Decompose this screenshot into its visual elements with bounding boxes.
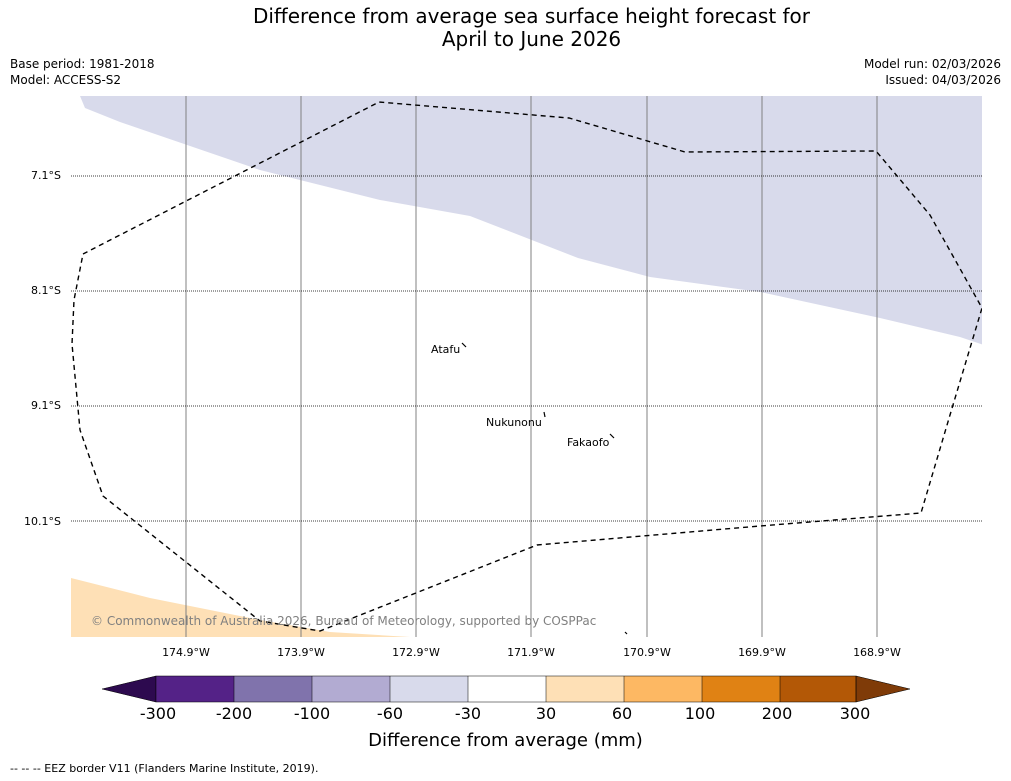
copyright-notice: © Commonwealth of Australia 2026, Bureau…: [91, 614, 597, 628]
colorbar-dividers: [233, 676, 781, 702]
fakaofo-atoll: [609, 433, 615, 439]
colorbar-low-extension: [101, 675, 157, 703]
place-fakaofo: Fakaofo: [567, 436, 610, 449]
eez-footnote: -- -- -- EEZ border V11 (Flanders Marine…: [10, 762, 319, 775]
lon-label: 170.9°W: [623, 646, 671, 659]
colorbar-tick: -30: [454, 704, 482, 723]
title-line-1: Difference from average sea surface heig…: [252, 4, 811, 28]
lon-label: 168.9°W: [853, 646, 901, 659]
colorbar-segment: [390, 676, 468, 702]
lat-label: 7.1°S: [31, 169, 61, 182]
colorbar-outline: [155, 675, 857, 703]
colorbar-tick: -100: [293, 704, 331, 723]
lon-label: 173.9°W: [277, 646, 325, 659]
colorbar-tick: -300: [139, 704, 177, 723]
colorbar-segment: [702, 676, 780, 702]
atoll-shapes: [461, 342, 628, 635]
lon-label: 169.9°W: [738, 646, 786, 659]
colorbar-tick: 30: [535, 704, 557, 723]
colorbar-segment: [546, 676, 624, 702]
meta-right: Model run: 02/03/2026 Issued: 04/03/2026: [864, 56, 1001, 88]
lon-label: 172.9°W: [392, 646, 440, 659]
colorbar-tick: 200: [761, 704, 793, 723]
colorbar-segment: [156, 676, 234, 702]
title-line-2: April to June 2026: [441, 27, 622, 51]
colorbar: [101, 675, 911, 703]
lat-label: 10.1°S: [24, 515, 61, 528]
longitude-gridlines: [185, 96, 878, 637]
colorbar-segment: [234, 676, 312, 702]
colorbar-label: Difference from average (mm): [368, 730, 643, 751]
colorbar-segment: [312, 676, 390, 702]
colorbar-segment: [468, 676, 546, 702]
nukunonu-atoll: [543, 411, 546, 418]
model-name: Model: ACCESS-S2: [10, 73, 122, 87]
map-title: Difference from average sea surface heig…: [0, 5, 1011, 51]
colorbar-tick: -60: [376, 704, 404, 723]
eez-border: [71, 101, 982, 632]
place-atafu: Atafu: [431, 343, 461, 356]
colorbar-high-extension: [855, 675, 911, 703]
meta-left: Base period: 1981-2018 Model: ACCESS-S2: [10, 56, 155, 88]
issued-date: Issued: 04/03/2026: [885, 73, 1001, 87]
swains-atoll: [624, 631, 628, 635]
model-run: Model run: 02/03/2026: [863, 57, 1001, 71]
atafu-atoll: [461, 342, 467, 348]
base-period: Base period: 1981-2018: [10, 57, 155, 71]
map-area: [71, 96, 982, 637]
lon-label: 171.9°W: [507, 646, 555, 659]
colorbar-tick: 100: [684, 704, 716, 723]
colorbar-segment: [624, 676, 702, 702]
lat-label: 8.1°S: [31, 284, 61, 297]
colorbar-segment: [780, 676, 856, 702]
colorbar-tick: -200: [215, 704, 253, 723]
lat-label: 9.1°S: [31, 399, 61, 412]
place-nukunonu: Nukunonu: [486, 416, 542, 429]
colorbar-tick: 300: [839, 704, 871, 723]
lon-label: 174.9°W: [162, 646, 210, 659]
colorbar-tick: 60: [611, 704, 633, 723]
positive-anomaly-region: [71, 578, 410, 637]
